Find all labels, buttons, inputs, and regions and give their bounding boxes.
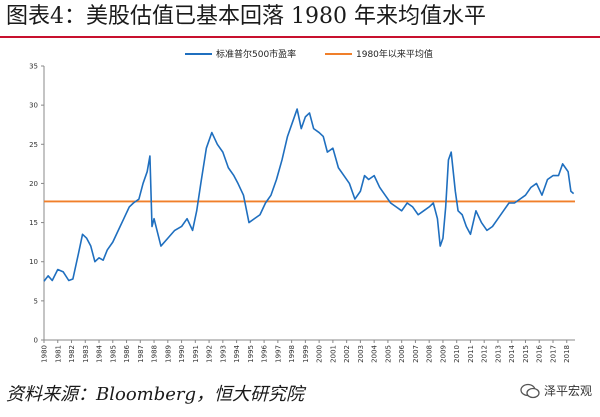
y-tick-label: 15 bbox=[29, 219, 38, 227]
y-tick-label: 35 bbox=[29, 63, 38, 71]
x-tick-label: 1983 bbox=[82, 345, 90, 363]
x-tick-label: 1998 bbox=[288, 345, 296, 363]
watermark-text: 泽平宏观 bbox=[543, 384, 592, 398]
x-tick-label: 2010 bbox=[453, 345, 461, 363]
y-tick-label: 20 bbox=[29, 180, 38, 188]
x-tick-label: 2015 bbox=[522, 345, 530, 363]
y-tick-label: 25 bbox=[29, 141, 38, 149]
x-tick-label: 2007 bbox=[412, 345, 420, 363]
y-tick-label: 30 bbox=[29, 102, 38, 110]
y-tick-label: 0 bbox=[34, 337, 38, 345]
chart-series bbox=[43, 108, 575, 282]
x-tick-label: 2009 bbox=[439, 345, 447, 363]
wechat-icon bbox=[520, 383, 540, 398]
x-tick-label: 2005 bbox=[384, 345, 392, 363]
x-tick-label: 1980 bbox=[41, 345, 49, 363]
title-divider bbox=[0, 36, 600, 38]
x-tick-label: 1996 bbox=[261, 344, 269, 362]
x-tick-label: 2011 bbox=[467, 345, 475, 363]
x-tick-label: 2003 bbox=[357, 345, 365, 363]
legend-label-pe: 标准普尔500市盈率 bbox=[216, 48, 296, 60]
watermark: 泽平宏观 bbox=[520, 382, 592, 399]
y-tick-label: 10 bbox=[29, 258, 38, 266]
x-tick-label: 1981 bbox=[54, 345, 62, 363]
x-tick-label: 2017 bbox=[549, 345, 557, 363]
x-tick-label: 1995 bbox=[247, 345, 255, 363]
x-tick-label: 1994 bbox=[233, 344, 241, 362]
chart-axes bbox=[43, 66, 575, 341]
x-tick-label: 1999 bbox=[302, 345, 310, 363]
x-tick-label: 2000 bbox=[316, 345, 324, 363]
x-tick-label: 2012 bbox=[481, 345, 489, 363]
x-tick-label: 1987 bbox=[137, 345, 145, 363]
x-tick-label: 1982 bbox=[68, 345, 76, 363]
x-tick-label: 2013 bbox=[494, 345, 502, 363]
x-tick-label: 2008 bbox=[426, 345, 434, 363]
x-tick-label: 1997 bbox=[274, 345, 282, 363]
x-tick-label: 1985 bbox=[109, 345, 117, 363]
x-axis-ticks: 1980 1981 1982 1983 1984 1985 1986 1987 1988 1989… bbox=[41, 340, 571, 363]
x-tick-label: 1984 bbox=[96, 344, 104, 362]
x-tick-label: 1986 bbox=[123, 344, 131, 362]
x-tick-label: 2018 bbox=[563, 345, 571, 363]
x-tick-label: 1993 bbox=[219, 345, 227, 363]
legend-label-mean: 1980年以来平均值 bbox=[356, 48, 433, 60]
chart-legend: 标准普尔500市盈率 1980年以来平均值 bbox=[185, 48, 433, 60]
x-tick-label: 2001 bbox=[329, 345, 337, 363]
x-tick-label: 1990 bbox=[178, 345, 186, 363]
x-tick-label: 1992 bbox=[206, 345, 214, 363]
x-tick-label: 2002 bbox=[343, 345, 351, 363]
y-tick-label: 5 bbox=[34, 297, 38, 305]
x-tick-label: 1988 bbox=[151, 345, 159, 363]
x-tick-label: 1991 bbox=[192, 345, 200, 363]
y-axis-ticks: 0 5 10 15 20 25 30 35 bbox=[29, 63, 44, 345]
x-tick-label: 2004 bbox=[371, 344, 379, 362]
x-tick-label: 1989 bbox=[164, 345, 172, 363]
x-tick-label: 2014 bbox=[508, 344, 516, 362]
series-pe-line bbox=[43, 108, 575, 282]
chart-title: 图表4：美股估值已基本回落 1980 年来均值水平 bbox=[6, 4, 486, 29]
x-tick-label: 2016 bbox=[536, 344, 544, 362]
source-note: 资料来源：Bloomberg，恒大研究院 bbox=[6, 384, 305, 405]
x-tick-label: 2006 bbox=[398, 344, 406, 362]
